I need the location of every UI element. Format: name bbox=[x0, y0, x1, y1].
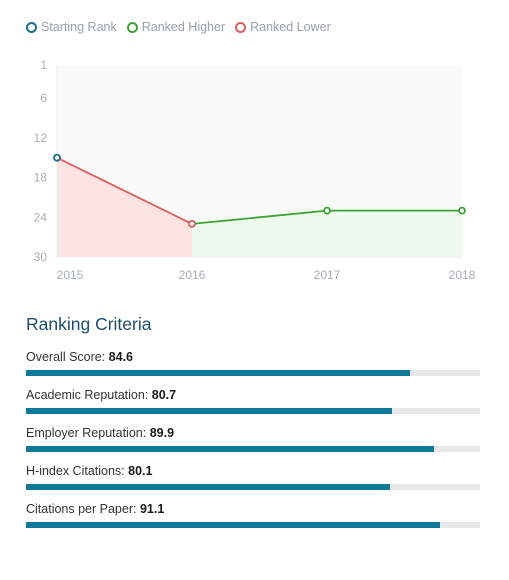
x-tick-label-2016: 2016 bbox=[179, 268, 206, 282]
rank-line-chart: 1 6 12 18 24 30 2015 2016 2017 2018 bbox=[34, 58, 476, 282]
y-tick-label-24: 24 bbox=[34, 210, 48, 224]
criterion-name: Employer Reputation: bbox=[26, 426, 150, 440]
criterion-bar-track bbox=[26, 370, 480, 376]
legend-item-ranked-higher[interactable]: Ranked Higher bbox=[126, 20, 226, 34]
x-tick-label-2018: 2018 bbox=[449, 268, 476, 282]
criterion-bar-track bbox=[26, 408, 480, 414]
chart-legend: Starting Rank Ranked Higher Ranked Lower bbox=[26, 20, 331, 34]
area-lower-0 bbox=[57, 157, 192, 257]
legend-label-higher: Ranked Higher bbox=[141, 20, 226, 34]
criterion-name: H-index Citations: bbox=[26, 464, 129, 478]
criterion-bar-fill bbox=[26, 370, 411, 376]
series-line-lower-0 bbox=[56, 156, 193, 225]
starting-rank-dot-icon bbox=[26, 21, 37, 33]
criterion-bar-fill bbox=[26, 484, 390, 490]
criterion-name: Academic Reputation: bbox=[26, 388, 152, 402]
criterion-value: 80.1 bbox=[128, 464, 153, 478]
criterion-bar-fill bbox=[26, 522, 440, 528]
area-higher-1 bbox=[192, 210, 462, 257]
x-tick-label-2017: 2017 bbox=[314, 268, 341, 282]
criterion-label: Citations per Paper: 91.1 bbox=[26, 501, 481, 518]
criterion-row: Academic Reputation: 80.7 bbox=[26, 387, 481, 414]
ranked-higher-dot-icon bbox=[126, 21, 138, 33]
ranking-criteria-section: Ranking Criteria Overall Score: 84.6 Acad… bbox=[26, 314, 481, 539]
y-tick-label-6: 6 bbox=[40, 91, 47, 105]
criterion-value: 84.6 bbox=[108, 350, 134, 364]
criterion-name: Overall Score: bbox=[26, 350, 109, 364]
legend-item-ranked-lower[interactable]: Ranked Lower bbox=[235, 20, 331, 34]
criterion-value: 89.9 bbox=[149, 426, 175, 440]
criterion-label: Academic Reputation: 80.7 bbox=[26, 387, 481, 404]
criterion-row: Employer Reputation: 89.9 bbox=[26, 425, 481, 452]
y-tick-label-12: 12 bbox=[34, 131, 48, 145]
criteria-title: Ranking Criteria bbox=[26, 314, 152, 334]
criterion-label: H-index Citations: 80.1 bbox=[26, 463, 481, 480]
y-tick-label-30: 30 bbox=[34, 250, 48, 264]
y-tick-label-18: 18 bbox=[34, 171, 48, 185]
criterion-bar-track bbox=[26, 484, 480, 490]
criterion-bar-track bbox=[26, 446, 480, 452]
y-tick-label-1: 1 bbox=[40, 58, 47, 72]
legend-label-lower: Ranked Lower bbox=[250, 20, 331, 34]
legend-item-starting-rank[interactable]: Starting Rank bbox=[26, 20, 117, 34]
legend-label-starting: Starting Rank bbox=[41, 20, 117, 34]
ranked-lower-dot-icon bbox=[235, 21, 247, 33]
data-point-2016 bbox=[188, 219, 196, 228]
criterion-name: Citations per Paper: bbox=[26, 502, 140, 516]
criterion-label: Employer Reputation: 89.9 bbox=[26, 425, 481, 442]
criterion-row: Citations per Paper: 91.1 bbox=[26, 501, 481, 528]
data-point-2015 bbox=[53, 153, 61, 162]
x-tick-label-2015: 2015 bbox=[57, 268, 84, 282]
criterion-row: Overall Score: 84.6 bbox=[26, 349, 481, 376]
criterion-label: Overall Score: 84.6 bbox=[26, 349, 481, 366]
criterion-bar-fill bbox=[26, 446, 435, 452]
data-point-2018 bbox=[458, 206, 466, 215]
criterion-value: 91.1 bbox=[139, 502, 165, 516]
data-point-2017 bbox=[323, 206, 331, 215]
criteria-list: Overall Score: 84.6 Academic Reputation: … bbox=[26, 349, 481, 528]
criterion-bar-fill bbox=[26, 408, 393, 414]
criterion-bar-track bbox=[26, 522, 480, 528]
criterion-value: 80.7 bbox=[151, 388, 177, 402]
criterion-row: H-index Citations: 80.1 bbox=[26, 463, 481, 490]
